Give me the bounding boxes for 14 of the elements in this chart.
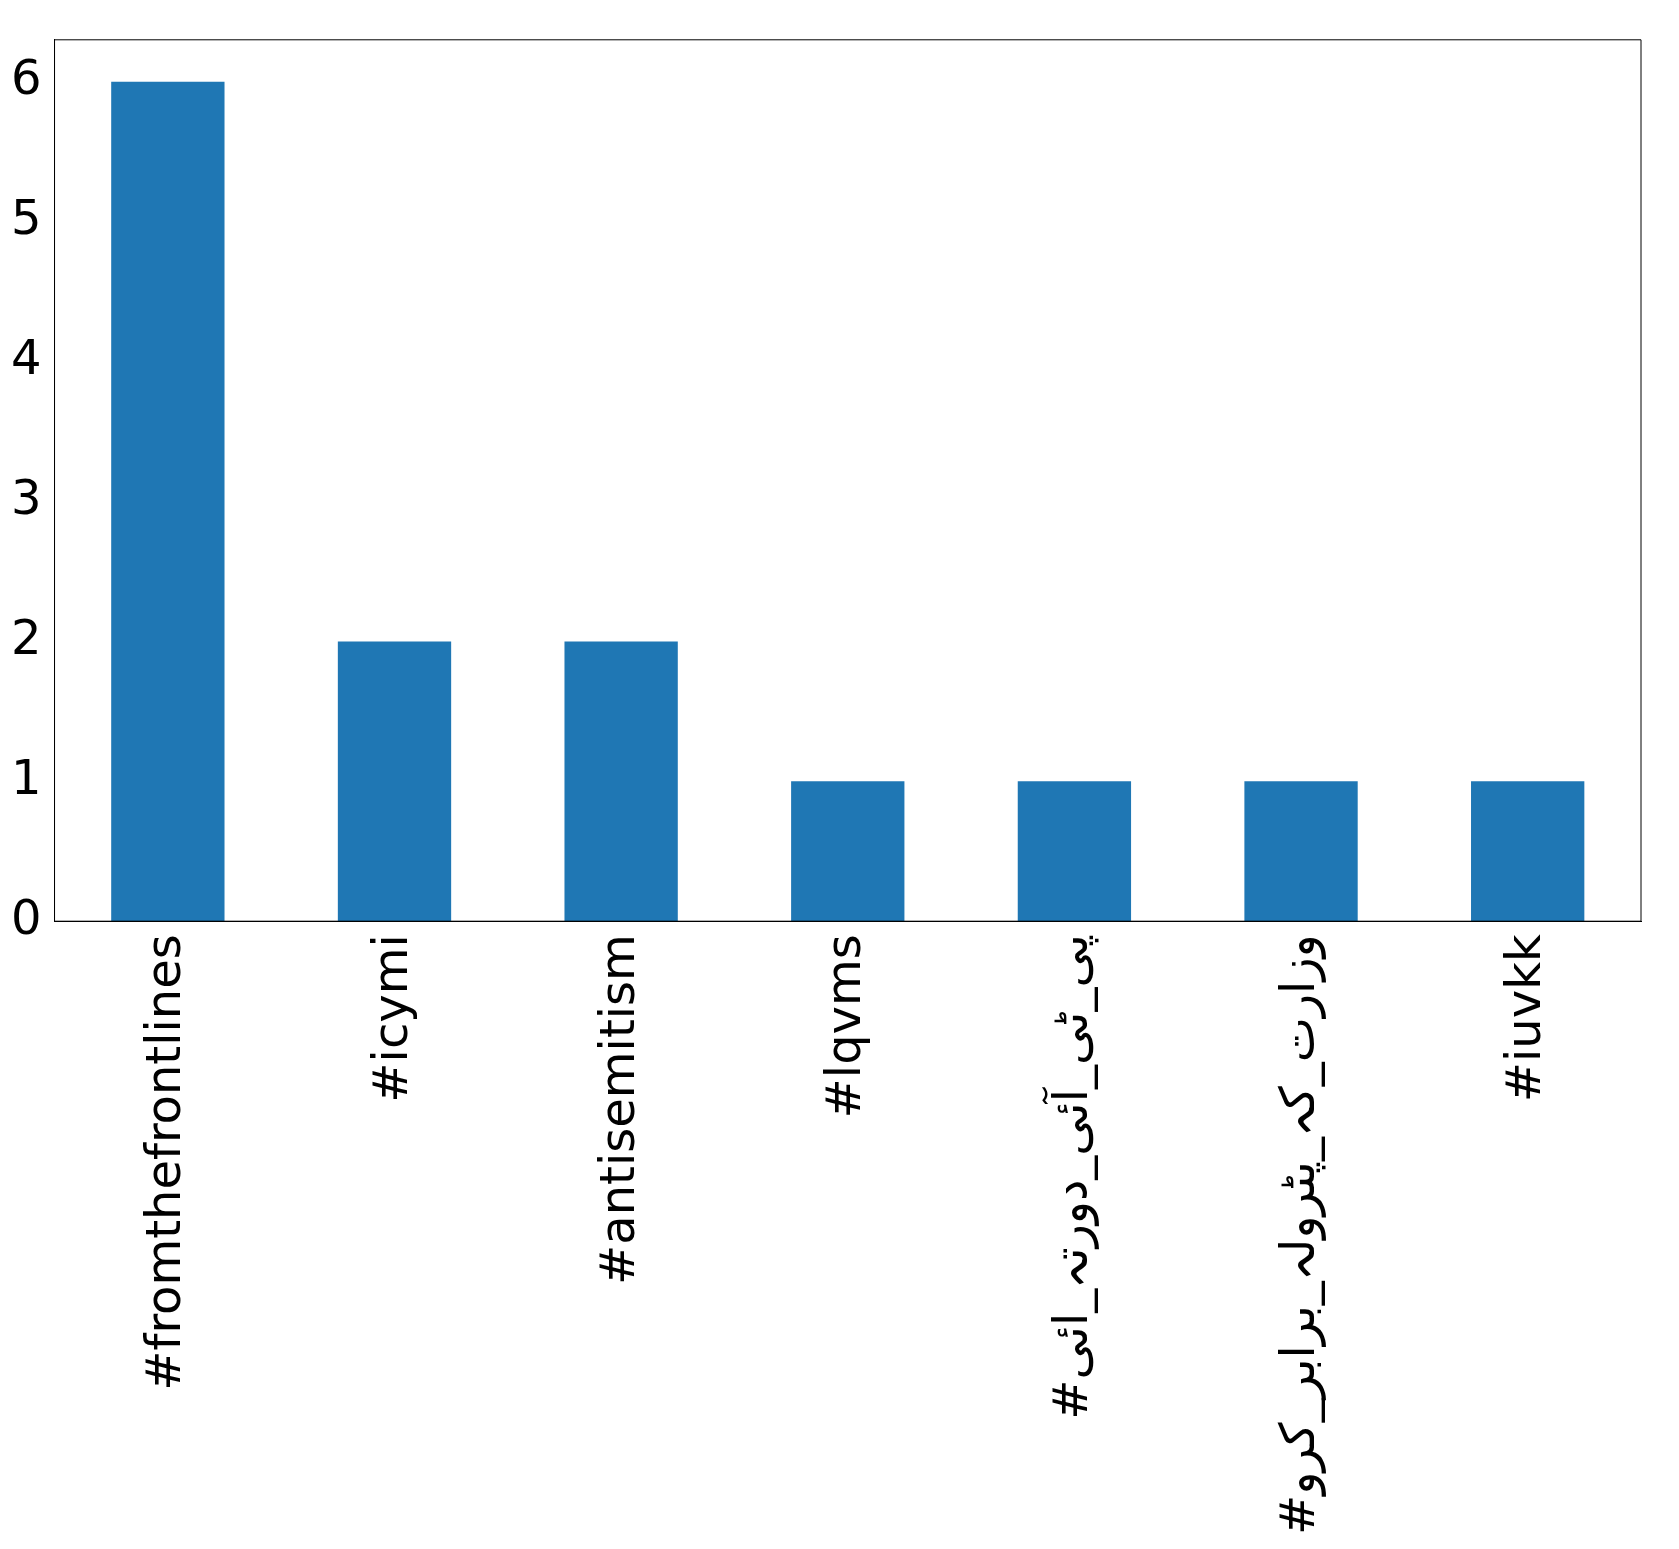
- y-tick-label: 0: [10, 888, 42, 945]
- x-tick-label: #antisemitism: [588, 934, 645, 1285]
- y-tick-label: 2: [10, 608, 42, 665]
- y-tick-label: 3: [10, 468, 42, 525]
- x-tick-label: #پی_ٹی_آئی_دورتہ_ائی: [1040, 934, 1099, 1420]
- y-tick-label: 5: [10, 189, 42, 246]
- x-tick-label: #iuvkk: [1495, 934, 1552, 1103]
- y-tick-label: 4: [10, 329, 42, 386]
- y-tick-label: 6: [10, 49, 42, 106]
- x-tick-label: #icymi: [361, 934, 418, 1103]
- y-tick-label: 1: [10, 748, 42, 805]
- x-tick-label: #lqvms: [815, 934, 872, 1119]
- x-tick-label: #وزارت_کہ_پٹرولہ_برابر_کرو: [1268, 934, 1326, 1536]
- x-tick-label: #fromthefrontlines: [135, 934, 192, 1391]
